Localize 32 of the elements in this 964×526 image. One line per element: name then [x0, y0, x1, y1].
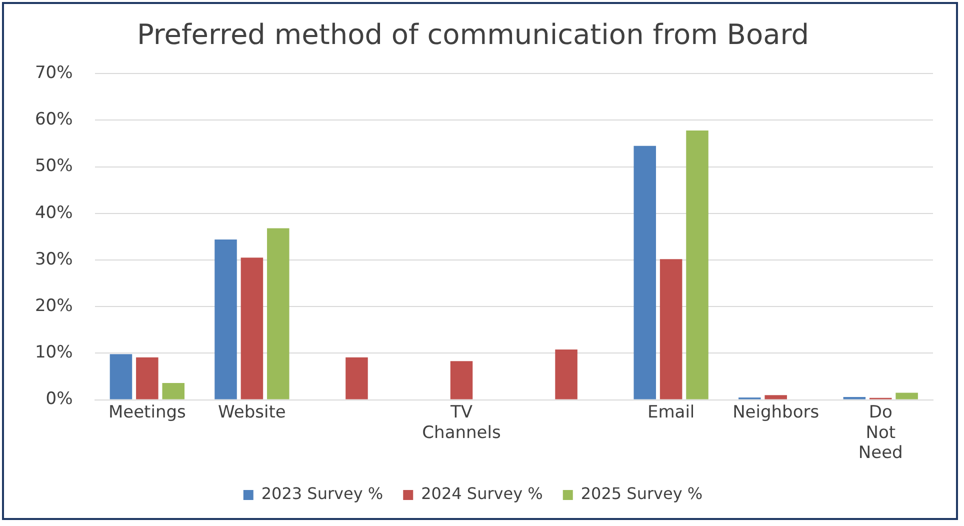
- legend-label: 2023 Survey %: [261, 484, 384, 504]
- bar: [686, 130, 708, 400]
- bar: [764, 395, 787, 400]
- x-tick-label: Website: [218, 402, 286, 422]
- x-tick-label: Email: [647, 402, 695, 422]
- y-tick-label: 40%: [34, 202, 73, 223]
- y-tick-label: 70%: [34, 63, 73, 84]
- x-tick-label: TV Channels: [422, 402, 501, 443]
- bar: [555, 349, 578, 400]
- x-tick-label: Meetings: [108, 402, 186, 422]
- x-tick-label: Neighbors: [732, 402, 820, 422]
- y-tick-label: 30%: [34, 249, 73, 270]
- chart-title: Preferred method of communication from Board: [136, 18, 810, 52]
- bar: [162, 383, 184, 400]
- bar: [450, 361, 473, 400]
- bar: [660, 259, 682, 400]
- y-tick-label: 10%: [34, 342, 73, 363]
- bar: [110, 354, 132, 400]
- bar: [896, 392, 918, 400]
- bar: [634, 146, 656, 400]
- y-tick-label: 0%: [46, 389, 73, 410]
- legend-label: 2024 Survey %: [421, 484, 543, 504]
- bar: [267, 228, 290, 400]
- y-tick-label: 60%: [34, 110, 73, 130]
- bar: [214, 239, 237, 400]
- bar: [136, 357, 158, 400]
- y-tick-label: 20%: [34, 296, 73, 316]
- y-tick-label: 50%: [34, 156, 73, 176]
- x-tick-label: Do Not Need: [858, 402, 903, 464]
- bar: [240, 258, 264, 400]
- bar: [346, 357, 368, 400]
- legend-label: 2025 Survey %: [580, 484, 703, 504]
